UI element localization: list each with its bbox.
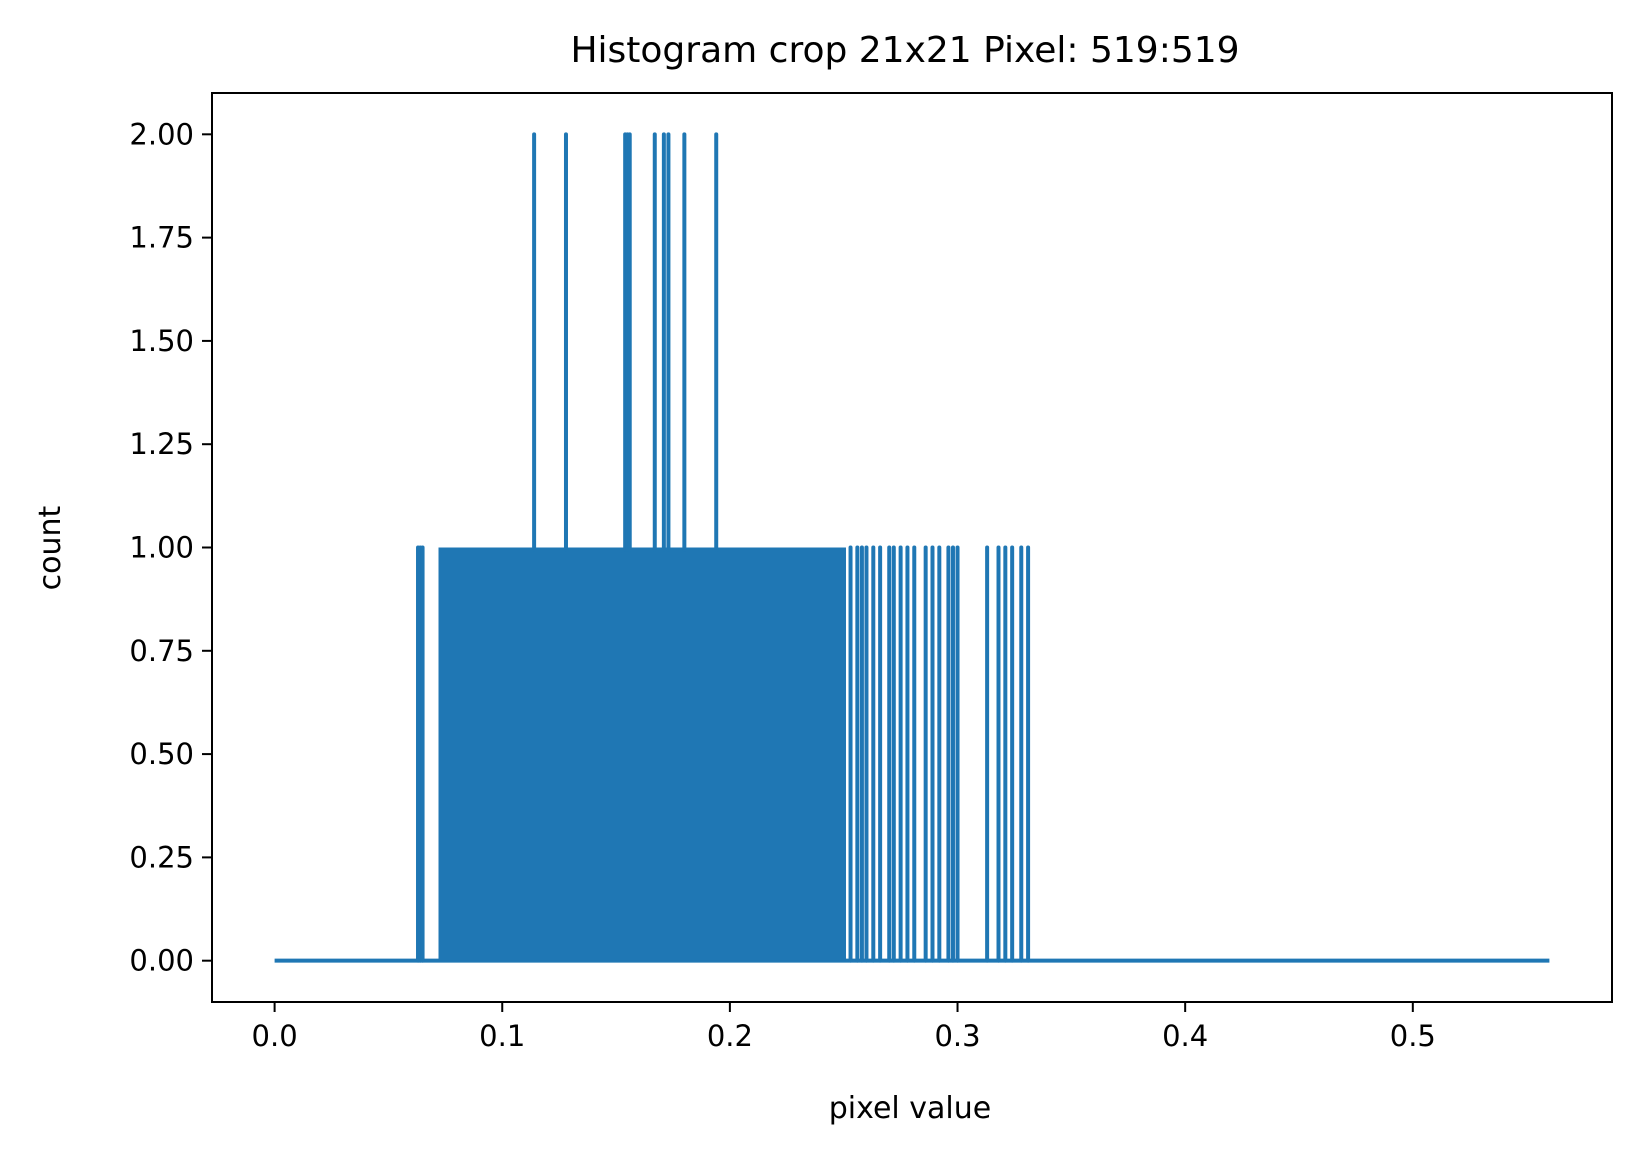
y-tick-label: 2.00 xyxy=(129,117,194,151)
x-tick-label: 0.4 xyxy=(1162,1019,1208,1053)
y-tick-label: 0.00 xyxy=(129,944,194,978)
x-tick-label: 0.5 xyxy=(1390,1019,1436,1053)
y-tick-label: 1.75 xyxy=(129,221,194,255)
y-tick-label: 0.50 xyxy=(129,737,194,771)
plot-area xyxy=(274,132,1550,963)
y-axis: 0.00 0.25 0.50 0.75 1.00 1.25 1.50 1.75 2.00 xyxy=(129,117,212,978)
x-axis-label: pixel value xyxy=(829,1091,991,1126)
y-tick-label: 1.50 xyxy=(129,324,194,358)
y-axis-label: count xyxy=(33,505,68,590)
y-tick-label: 0.75 xyxy=(129,634,194,668)
chart-title: Histogram crop 21x21 Pixel: 519:519 xyxy=(570,30,1239,71)
y-tick-label: 1.25 xyxy=(129,427,194,461)
x-tick-label: 0.0 xyxy=(252,1019,298,1053)
y-tick-label: 0.25 xyxy=(129,840,194,874)
x-axis: 0.0 0.1 0.2 0.3 0.4 0.5 xyxy=(252,1002,1436,1053)
dense-spike-region xyxy=(438,547,846,961)
x-tick-label: 0.2 xyxy=(707,1019,753,1053)
x-tick-label: 0.3 xyxy=(934,1019,980,1053)
y-tick-label: 1.00 xyxy=(129,531,194,565)
x-tick-label: 0.1 xyxy=(479,1019,525,1053)
